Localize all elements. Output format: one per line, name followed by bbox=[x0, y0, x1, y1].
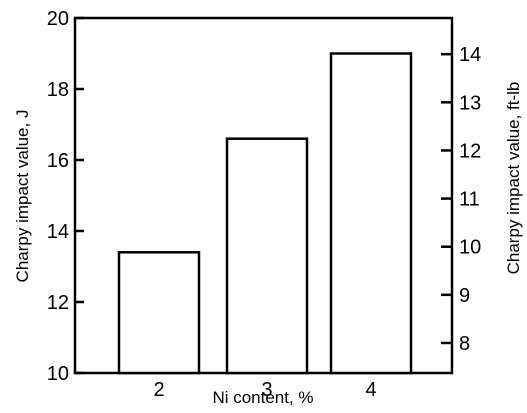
left-tick-label: 14 bbox=[47, 221, 69, 243]
left-tick-label: 12 bbox=[47, 292, 69, 314]
x-tick-label: 4 bbox=[365, 379, 376, 401]
bar-ni-4 bbox=[329, 52, 413, 375]
right-tick-label: 12 bbox=[459, 140, 481, 162]
right-tick-label: 13 bbox=[459, 92, 481, 114]
left-tick-label: 20 bbox=[47, 8, 69, 30]
bars-group bbox=[117, 52, 413, 375]
left-tick-label: 18 bbox=[47, 79, 69, 101]
left-tick-label: 16 bbox=[47, 150, 69, 172]
bar-ni-2 bbox=[117, 251, 201, 375]
left-tick-label: 10 bbox=[47, 363, 69, 385]
right-axis-title: Charpy impact value, ft-lb bbox=[504, 82, 523, 275]
left-axis-title: Charpy impact value, J bbox=[13, 110, 32, 283]
x-tick-label: 2 bbox=[153, 379, 164, 401]
left-axis-ticks: 10 12 14 16 18 20 bbox=[47, 8, 84, 385]
right-tick-label: 10 bbox=[459, 237, 481, 259]
right-tick-label: 9 bbox=[459, 285, 470, 307]
right-tick-label: 14 bbox=[459, 44, 481, 66]
right-tick-label: 8 bbox=[459, 333, 470, 355]
right-tick-label: 11 bbox=[459, 189, 480, 211]
x-axis-ticks: 2 3 4 bbox=[153, 379, 376, 401]
x-tick-label: 3 bbox=[261, 379, 272, 401]
bar-ni-3 bbox=[225, 137, 309, 375]
right-axis-ticks: 8 9 10 11 12 13 14 bbox=[441, 44, 481, 355]
x-axis-title: Ni content, % bbox=[212, 388, 313, 407]
